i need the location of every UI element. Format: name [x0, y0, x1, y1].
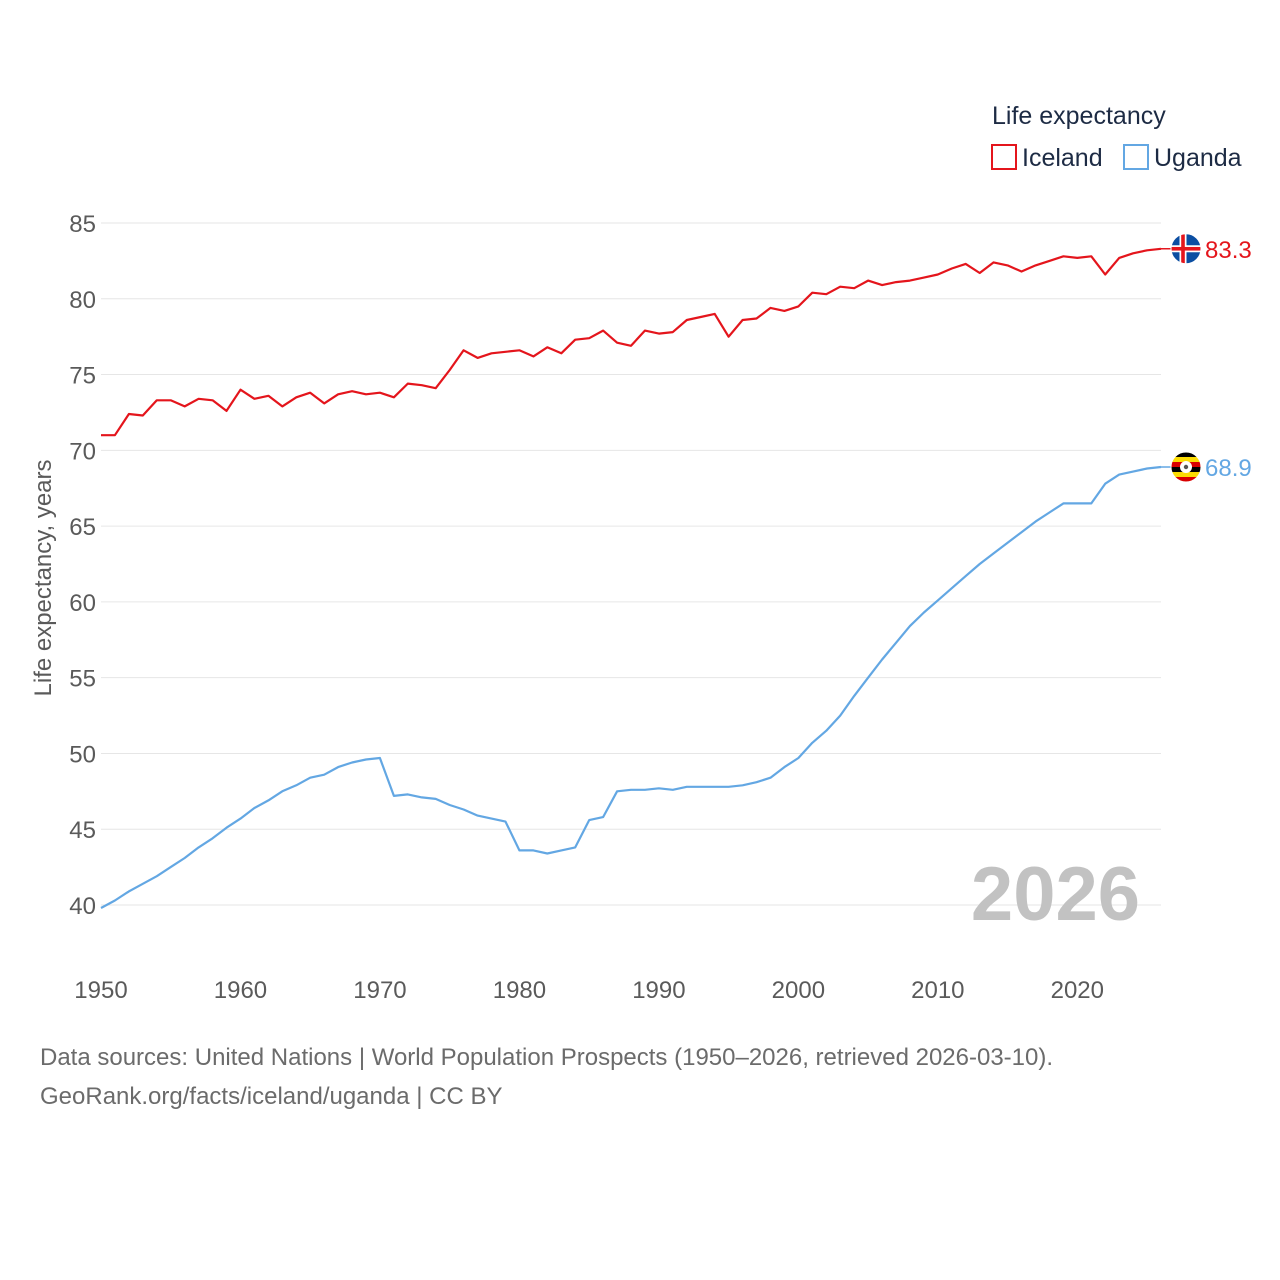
- x-tick-2010: 2010: [911, 977, 964, 1004]
- iceland-flag-icon: [1170, 233, 1202, 265]
- y-tick-45: 45: [69, 817, 96, 844]
- y-tick-60: 60: [69, 590, 96, 617]
- legend-label-uganda: Uganda: [1154, 144, 1242, 172]
- y-tick-50: 50: [69, 741, 96, 768]
- x-tick-1970: 1970: [353, 977, 406, 1004]
- x-tick-1960: 1960: [214, 977, 267, 1004]
- end-markers: 83.3 68.9: [1161, 233, 1252, 483]
- y-tick-55: 55: [69, 666, 96, 693]
- x-tick-2000: 2000: [772, 977, 825, 1004]
- x-tick-1950: 1950: [74, 977, 127, 1004]
- legend-swatch-iceland: [991, 144, 1017, 170]
- y-tick-85: 85: [69, 211, 96, 238]
- uganda-flag-icon: [1170, 451, 1202, 483]
- series-line-iceland: [101, 247, 1162, 437]
- end-label-uganda: 68.9: [1205, 455, 1252, 482]
- y-tick-40: 40: [69, 893, 96, 920]
- life-expectancy-chart: 40 45 50 55 60 65 70 75 80 85 1950 1960 1970 1980 199…: [30, 102, 1252, 1004]
- x-tick-1980: 1980: [493, 977, 546, 1004]
- legend-label-iceland: Iceland: [1022, 144, 1103, 172]
- legend-swatch-uganda: [1123, 144, 1149, 170]
- x-axis-ticks: 1950 1960 1970 1980 1990 2000 2010 2020: [74, 977, 1104, 1004]
- y-tick-70: 70: [69, 438, 96, 465]
- y-tick-80: 80: [69, 287, 96, 314]
- legend-title: Life expectancy: [992, 102, 1166, 130]
- y-axis-title: Life expectancy, years: [30, 459, 57, 696]
- footer-credit: GeoRank.org/facts/iceland/uganda | CC BY: [40, 1083, 503, 1110]
- series-lines: [100, 247, 1162, 909]
- footer-sources: Data sources: United Nations | World Pop…: [40, 1044, 1054, 1071]
- y-tick-75: 75: [69, 363, 96, 390]
- gridlines: [101, 222, 1161, 906]
- series-line-uganda: [100, 465, 1162, 909]
- y-tick-65: 65: [69, 514, 96, 541]
- x-tick-2020: 2020: [1051, 977, 1104, 1004]
- year-watermark: 2026: [971, 852, 1140, 937]
- legend: Life expectancy Iceland Uganda: [991, 102, 1242, 172]
- x-tick-1990: 1990: [632, 977, 685, 1004]
- y-axis-ticks: 40 45 50 55 60 65 70 75 80 85: [69, 211, 96, 920]
- end-label-iceland: 83.3: [1205, 237, 1252, 264]
